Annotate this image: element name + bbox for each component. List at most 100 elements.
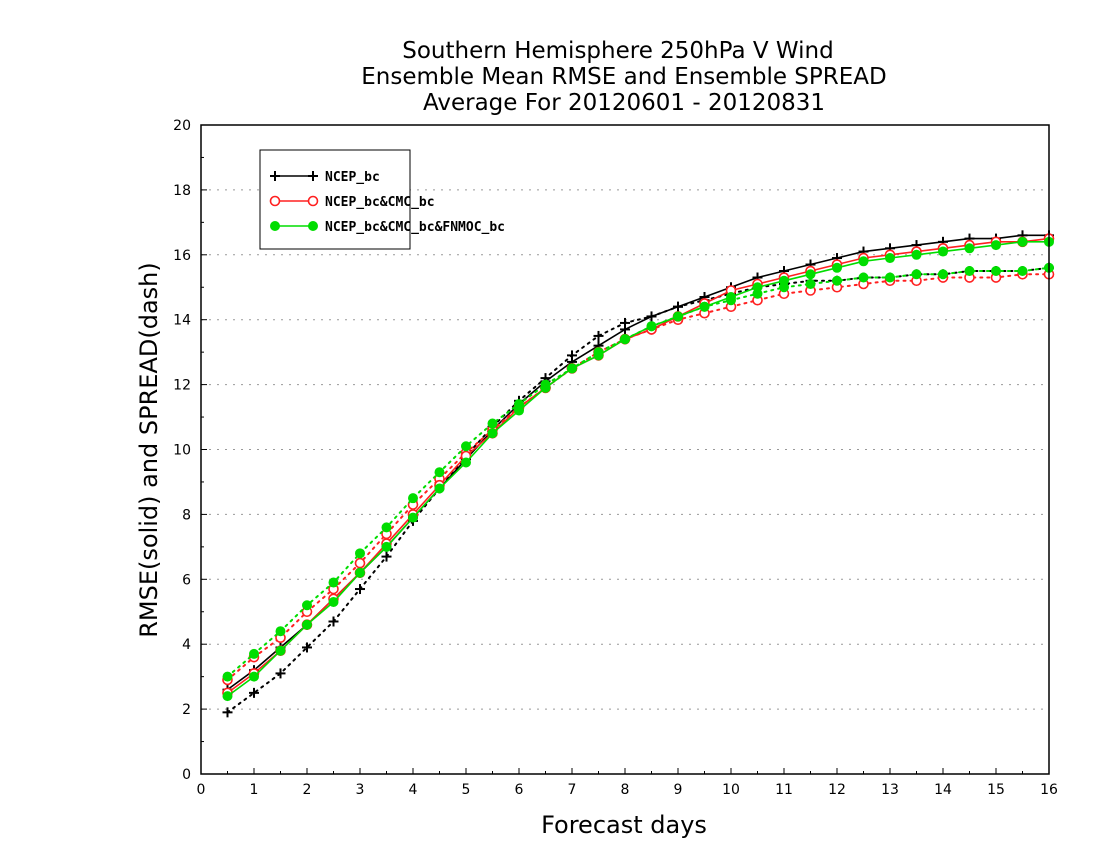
rmse-point-2-27 xyxy=(938,246,948,257)
rmse-point-0-15 xyxy=(620,324,630,335)
x-tick-label-0: 0 xyxy=(197,782,206,798)
rmse-point-2-17 xyxy=(673,311,683,322)
spread-line-2 xyxy=(226,266,1050,678)
x-tick-label-1: 1 xyxy=(250,782,259,798)
spread-point-2-26 xyxy=(911,269,922,280)
rmse-point-2-22 xyxy=(805,269,816,280)
y-tick-label-6: 6 xyxy=(182,572,191,588)
rmse-point-2-24 xyxy=(858,256,869,267)
y-tick-label-16: 16 xyxy=(173,248,191,264)
legend-label-1: NCEP_bc&CMC_bc xyxy=(325,195,435,210)
spread-point-2-4 xyxy=(328,577,339,588)
y-tick-label-4: 4 xyxy=(182,637,191,653)
x-tick-label-7: 7 xyxy=(568,782,577,798)
grid-lines xyxy=(201,189,1049,710)
legend-marker-b-1 xyxy=(307,195,319,207)
legend-marker-a-0 xyxy=(270,171,280,181)
spread-point-2-27 xyxy=(938,269,948,280)
spread-point-2-8 xyxy=(434,467,445,478)
rmse-point-2-9 xyxy=(461,457,471,468)
y-tick-label-18: 18 xyxy=(173,183,191,199)
spread-point-2-10 xyxy=(487,418,498,429)
spread-point-0-6 xyxy=(381,551,392,562)
rmse-point-2-0 xyxy=(222,691,233,702)
legend-label-0: NCEP_bc xyxy=(325,170,380,185)
rmse-point-2-26 xyxy=(911,249,922,260)
rmse-point-2-3 xyxy=(302,619,312,630)
rmse-point-2-2 xyxy=(275,645,286,656)
spread-point-2-24 xyxy=(858,272,869,283)
rmse-point-2-6 xyxy=(381,541,392,552)
x-tick-label-2: 2 xyxy=(303,782,312,798)
spread-point-2-29 xyxy=(991,266,1001,277)
spread-point-2-5 xyxy=(355,548,365,559)
spread-point-2-25 xyxy=(885,272,895,283)
rmse-point-2-21 xyxy=(779,275,789,286)
rmse-point-2-18 xyxy=(699,301,710,312)
rmse-point-2-13 xyxy=(567,363,577,374)
legend-item-1: NCEP_bc&CMC_bc xyxy=(269,195,435,210)
spread-point-2-7 xyxy=(408,493,418,504)
legend-marker-a-1 xyxy=(269,195,281,207)
spread-point-2-0 xyxy=(222,671,233,682)
x-tick-label-4: 4 xyxy=(409,782,418,798)
rmse-point-2-7 xyxy=(408,512,418,523)
legend: NCEP_bc NCEP_bc&CMC_bc NCEP_bc&CMC_bc&FNMO… xyxy=(259,149,505,250)
spread-point-0-0 xyxy=(222,707,233,718)
y-tick-label-2: 2 xyxy=(182,702,191,718)
x-tick-label-16: 16 xyxy=(1040,782,1058,798)
rmse-line-0 xyxy=(227,234,1049,691)
y-tick-label-8: 8 xyxy=(182,507,191,523)
y-tick-label-12: 12 xyxy=(173,378,191,394)
legend-marker-a-2 xyxy=(270,221,280,231)
legend-box xyxy=(259,149,411,250)
series-1 xyxy=(222,233,1055,699)
spread-point-2-2 xyxy=(275,626,286,637)
rmse-point-2-28 xyxy=(964,243,975,254)
rmse-point-2-30 xyxy=(1017,236,1028,247)
y-tick-label-0: 0 xyxy=(182,767,191,783)
rmse-line-2 xyxy=(227,241,1049,697)
title-line-3: Average For 20120601 - 20120831 xyxy=(423,90,825,116)
title-line-2: Ensemble Mean RMSE and Ensemble SPREAD xyxy=(361,64,886,90)
legend-item-0: NCEP_bc xyxy=(270,170,380,185)
spread-point-0-1 xyxy=(249,687,259,698)
rmse-point-2-8 xyxy=(434,483,445,494)
data-series xyxy=(222,230,1055,718)
spread-point-0-3 xyxy=(302,642,312,653)
legend-marker-b-2 xyxy=(308,221,318,231)
spread-point-2-30 xyxy=(1017,266,1028,277)
rmse-line-1 xyxy=(227,237,1050,694)
rmse-point-2-25 xyxy=(885,253,895,264)
y-tick-label-14: 14 xyxy=(173,313,191,329)
spread-point-2-9 xyxy=(461,441,471,452)
rmse-point-2-29 xyxy=(991,240,1001,251)
y-tick-label-20: 20 xyxy=(173,118,191,134)
x-tick-label-9: 9 xyxy=(674,782,683,798)
x-tick-label-13: 13 xyxy=(881,782,899,798)
x-tick-label-8: 8 xyxy=(621,782,630,798)
spread-point-2-6 xyxy=(381,522,392,533)
rmse-point-2-15 xyxy=(620,334,630,345)
rmse-point-2-5 xyxy=(355,567,365,578)
legend-marker-b-0 xyxy=(308,171,318,181)
spread-point-1-5 xyxy=(354,557,366,569)
spread-point-2-23 xyxy=(832,275,842,286)
x-tick-label-15: 15 xyxy=(987,782,1005,798)
y-axis-title: RMSE(solid) and SPREAD(dash) xyxy=(135,262,163,638)
spread-point-0-5 xyxy=(355,584,365,595)
spread-point-2-28 xyxy=(964,266,975,277)
x-tick-label-3: 3 xyxy=(356,782,365,798)
x-tick-label-6: 6 xyxy=(515,782,524,798)
x-tick-label-14: 14 xyxy=(934,782,952,798)
chart-title: Southern Hemisphere 250hPa V Wind Ensemb… xyxy=(361,38,886,116)
rmse-point-2-4 xyxy=(328,597,339,608)
rmse-point-2-12 xyxy=(540,382,551,393)
rmse-point-2-11 xyxy=(514,405,524,416)
spread-point-2-1 xyxy=(249,648,259,659)
rmse-point-2-14 xyxy=(593,350,604,361)
rmse-point-0-17 xyxy=(673,301,683,312)
series-2 xyxy=(222,236,1054,702)
rmse-point-2-19 xyxy=(726,291,736,302)
